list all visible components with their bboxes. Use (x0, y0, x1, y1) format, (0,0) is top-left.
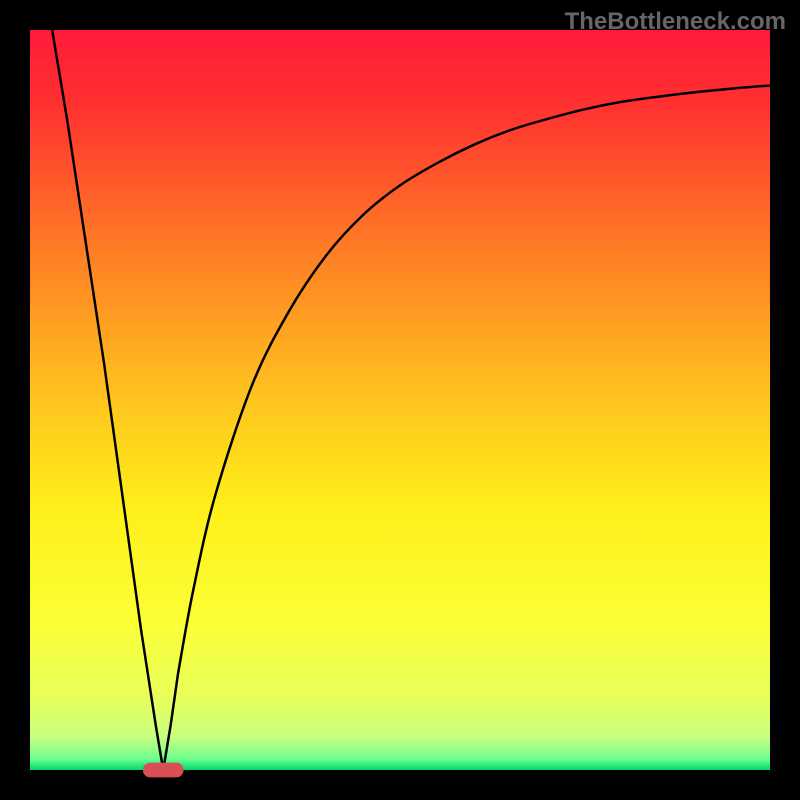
bottleneck-chart (0, 0, 800, 800)
optimal-marker (143, 763, 184, 778)
plot-area (30, 30, 770, 770)
watermark-text: TheBottleneck.com (565, 8, 786, 36)
chart-container: TheBottleneck.com (0, 0, 800, 800)
